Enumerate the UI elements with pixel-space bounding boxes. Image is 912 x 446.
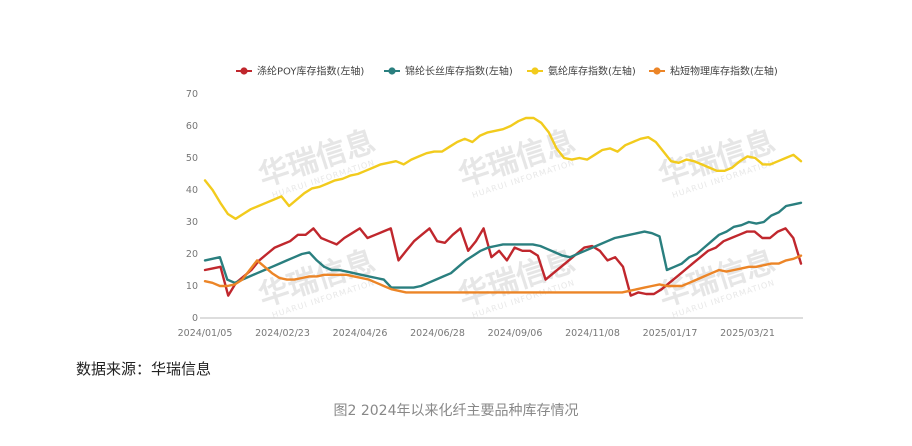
series-line-1 [203, 201, 803, 289]
legend-swatch-marker [531, 67, 539, 75]
legend-swatch-marker [240, 67, 248, 75]
y-tick-label: 40 [186, 185, 198, 196]
x-tick-label: 2025/03/21 [720, 328, 775, 339]
y-tick-label: 60 [186, 121, 198, 132]
y-axis: 0 10 20 30 40 50 60 70 [186, 89, 198, 324]
y-tick-label: 10 [186, 281, 198, 292]
legend-label: 氨纶库存指数(左轴) [548, 65, 636, 78]
legend-label: 涤纶POY库存指数(左轴) [257, 65, 364, 78]
y-tick-label: 0 [192, 313, 198, 324]
series-line-0 [203, 227, 803, 297]
x-tick-label: 2025/01/17 [643, 328, 698, 339]
legend-swatch-marker [388, 67, 396, 75]
chart-legend: 涤纶POY库存指数(左轴) 锦纶长丝库存指数(左轴) 氨纶库存指数(左轴) 粘短物理库… [236, 65, 778, 78]
y-tick-label: 20 [186, 249, 198, 260]
x-tick-label: 2024/11/08 [565, 328, 620, 339]
data-source-note: 数据来源：华瑞信息 [76, 360, 212, 378]
legend-label: 锦纶长丝库存指数(左轴) [405, 65, 513, 78]
legend-swatch-marker [653, 67, 661, 75]
x-tick-label: 2024/09/06 [488, 328, 543, 339]
x-tick-label: 2024/04/26 [333, 328, 388, 339]
y-tick-label: 30 [186, 217, 198, 228]
x-tick-label: 2024/06/28 [410, 328, 465, 339]
series-line-3 [203, 254, 803, 294]
x-tick-label: 2024/02/23 [255, 328, 310, 339]
x-axis: 2024/01/05 2024/02/23 2024/04/26 2024/06/28… [178, 317, 803, 339]
x-tick-label: 2024/01/05 [178, 328, 233, 339]
series-line-2 [203, 116, 803, 221]
figure-caption: 图2 2024年以来化纤主要品种库存情况 [333, 403, 579, 419]
legend-label: 粘短物理库存指数(左轴) [670, 65, 778, 78]
y-tick-label: 70 [186, 89, 198, 100]
y-tick-label: 50 [186, 153, 198, 164]
series-lines [203, 116, 803, 297]
